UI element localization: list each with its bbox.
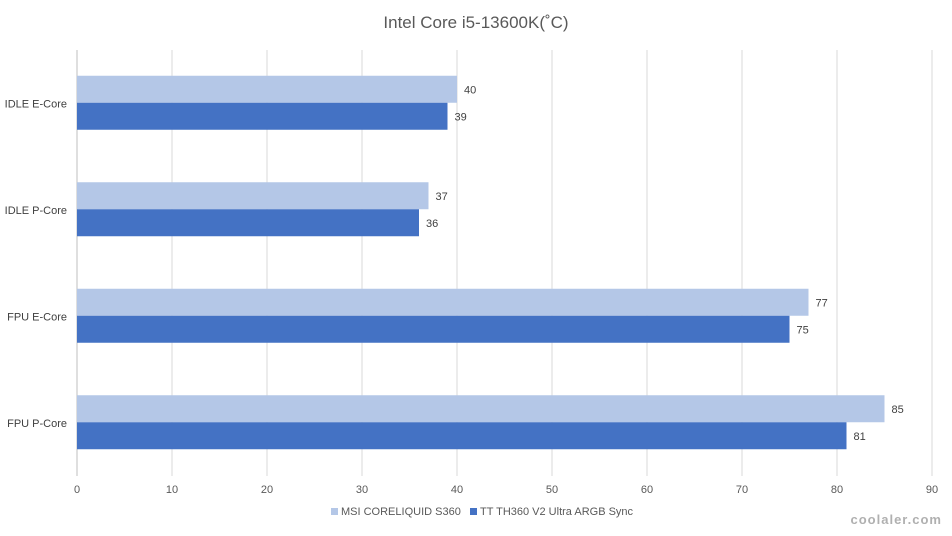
x-tick-labels: 0 10 20 30 40 50 60 70 80 90 [74, 484, 938, 496]
legend-label-series-2: TT TH360 V2 Ultra ARGB Sync [480, 506, 634, 518]
x-tick-label: 50 [546, 484, 558, 496]
legend-swatch-series-1 [331, 508, 338, 515]
x-tick-label: 20 [261, 484, 273, 496]
x-tick-label: 70 [736, 484, 748, 496]
category-label: FPU P-Core [7, 418, 67, 430]
category-label: FPU E-Core [7, 311, 67, 323]
bar-series-2 [77, 209, 419, 237]
bar-series-1 [77, 75, 457, 103]
data-label: 81 [854, 431, 866, 443]
data-label: 36 [426, 218, 438, 230]
data-label: 39 [455, 111, 467, 123]
legend-label-series-1: MSI CORELIQUID S360 [341, 506, 461, 518]
watermark-text: coolaler.com [851, 512, 942, 527]
bar-series-1 [77, 288, 809, 316]
x-tick-label: 0 [74, 484, 80, 496]
data-label: 40 [464, 84, 476, 96]
chart-title: Intel Core i5-13600K(˚C) [383, 13, 568, 32]
bar-series-1 [77, 182, 429, 210]
data-label: 37 [436, 191, 448, 203]
bar-series-1 [77, 395, 885, 423]
data-label: 77 [816, 297, 828, 309]
data-labels: 40 39 37 36 77 75 85 81 [426, 84, 904, 443]
legend: MSI CORELIQUID S360 TT TH360 V2 Ultra AR… [331, 506, 634, 518]
data-label: 75 [797, 324, 809, 336]
x-tick-label: 80 [831, 484, 843, 496]
x-tick-label: 90 [926, 484, 938, 496]
category-label: IDLE P-Core [5, 205, 67, 217]
data-label: 85 [892, 404, 904, 416]
category-label: IDLE E-Core [5, 98, 67, 110]
bars [77, 75, 885, 450]
legend-swatch-series-2 [470, 508, 477, 515]
x-tick-label: 60 [641, 484, 653, 496]
x-tick-label: 10 [166, 484, 178, 496]
category-labels: IDLE E-Core IDLE P-Core FPU E-Core FPU P-Co… [5, 98, 67, 430]
x-tick-label: 40 [451, 484, 463, 496]
x-tick-label: 30 [356, 484, 368, 496]
bar-series-2 [77, 422, 847, 450]
bar-series-2 [77, 315, 790, 343]
bar-series-2 [77, 102, 448, 130]
